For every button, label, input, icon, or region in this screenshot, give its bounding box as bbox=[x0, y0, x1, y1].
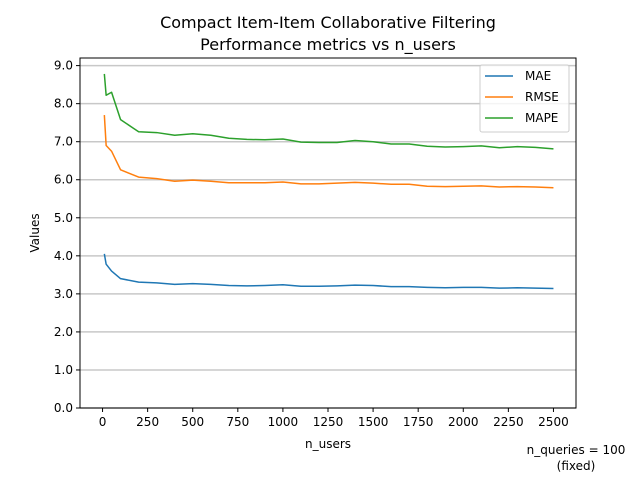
y-tick-label-7: 7.0 bbox=[54, 135, 73, 149]
series-line-mape bbox=[103, 73, 554, 150]
y-tick-label-6: 6.0 bbox=[54, 173, 73, 187]
y-axis-ticks: 0.0 1.0 2.0 3.0 4.0 5.0 6.0 7.0 8.0 9.0 bbox=[54, 59, 80, 415]
y-tick-label-8: 8.0 bbox=[54, 97, 73, 111]
y-tick-label-2: 2.0 bbox=[54, 325, 73, 339]
chart-title: Compact Item-Item Collaborative Filterin… bbox=[160, 13, 496, 32]
x-tick-label-1: 250 bbox=[136, 415, 159, 429]
legend-label-mae: MAE bbox=[525, 69, 551, 83]
series-line-rmse bbox=[103, 115, 554, 189]
y-axis-label: Values bbox=[28, 213, 42, 252]
y-tick-label-5: 5.0 bbox=[54, 211, 73, 225]
legend-label-rmse: RMSE bbox=[525, 90, 559, 104]
legend: MAE RMSE MAPE bbox=[479, 64, 570, 133]
y-tick-label-9: 9.0 bbox=[54, 59, 73, 73]
x-tick-label-6: 1500 bbox=[358, 415, 389, 429]
annotation-queries: n_queries = 100 bbox=[527, 443, 626, 457]
x-tick-label-8: 2000 bbox=[448, 415, 479, 429]
chart-subtitle: Performance metrics vs n_users bbox=[200, 35, 456, 55]
annotation-fixed: (fixed) bbox=[557, 459, 596, 473]
series-line-mae bbox=[103, 253, 554, 290]
legend-box bbox=[479, 64, 570, 133]
x-tick-label-7: 1750 bbox=[403, 415, 434, 429]
x-axis-ticks: 0 250 500 750 1000 1250 1500 1750 2000 2250 2500 bbox=[99, 408, 569, 429]
x-tick-label-10: 2500 bbox=[538, 415, 569, 429]
y-tick-label-1: 1.0 bbox=[54, 363, 73, 377]
y-tick-label-4: 4.0 bbox=[54, 249, 73, 263]
series-lines bbox=[103, 73, 554, 290]
x-tick-label-3: 750 bbox=[226, 415, 249, 429]
x-tick-label-0: 0 bbox=[99, 415, 107, 429]
y-tick-label-0: 0.0 bbox=[54, 401, 73, 415]
x-tick-label-5: 1250 bbox=[313, 415, 344, 429]
y-tick-label-3: 3.0 bbox=[54, 287, 73, 301]
legend-label-mape: MAPE bbox=[525, 111, 558, 125]
x-tick-label-4: 1000 bbox=[268, 415, 299, 429]
x-tick-label-2: 500 bbox=[181, 415, 204, 429]
x-tick-label-9: 2250 bbox=[493, 415, 524, 429]
x-axis-label: n_users bbox=[305, 437, 351, 451]
